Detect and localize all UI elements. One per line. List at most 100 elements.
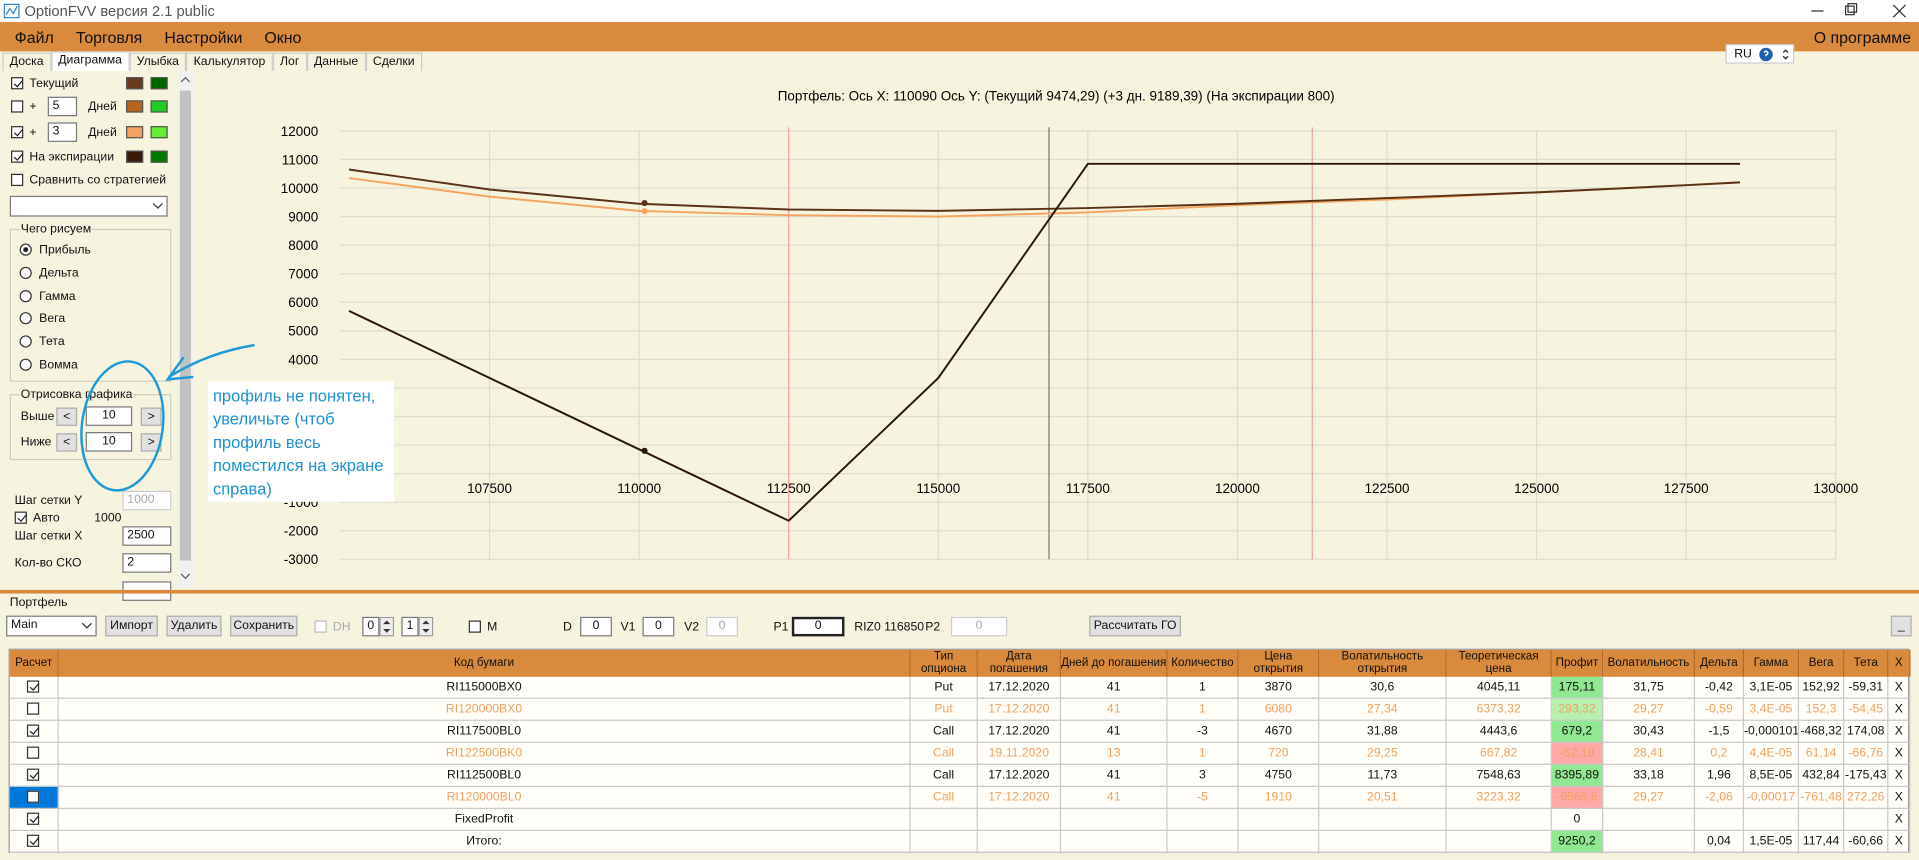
- row-checkbox[interactable]: [26, 812, 40, 825]
- spin-arrows[interactable]: [418, 616, 434, 637]
- radio[interactable]: [19, 358, 32, 371]
- window-controls[interactable]: [1799, 2, 1915, 19]
- row-checkbox[interactable]: [26, 724, 40, 737]
- tab[interactable]: Калькулятор: [186, 52, 273, 71]
- above-input[interactable]: 10: [85, 406, 133, 426]
- table-cell: 17.12.2020: [977, 698, 1062, 721]
- days-input[interactable]: 5: [47, 96, 78, 117]
- left-panel: Текущий + 5 Дней + 3 Дней На экспирации …: [0, 70, 178, 601]
- color-swatch[interactable]: [126, 100, 144, 113]
- checkbox[interactable]: [11, 150, 24, 163]
- checkbox[interactable]: [11, 77, 24, 90]
- delete-button[interactable]: Удалить: [166, 615, 222, 637]
- check-cell: [9, 698, 59, 721]
- tab[interactable]: Лог: [272, 52, 307, 71]
- delete-row[interactable]: X: [1888, 720, 1911, 743]
- tab[interactable]: Улыбка: [129, 52, 187, 71]
- table-cell: 4750: [1238, 764, 1320, 787]
- color-swatch[interactable]: [150, 100, 168, 113]
- color-swatch[interactable]: [150, 126, 168, 139]
- checkbox[interactable]: [11, 126, 24, 139]
- radio[interactable]: [19, 289, 32, 302]
- checkbox[interactable]: [11, 100, 24, 113]
- row-checkbox[interactable]: [26, 834, 40, 847]
- row-checkbox[interactable]: [26, 790, 40, 803]
- sko-input[interactable]: 2: [122, 553, 172, 573]
- menu-about[interactable]: О программе: [1813, 28, 1912, 47]
- spin-arrows[interactable]: [379, 616, 395, 637]
- color-swatch[interactable]: [126, 150, 144, 163]
- table-cell: 41: [1061, 786, 1168, 809]
- delete-row[interactable]: X: [1888, 764, 1911, 787]
- delete-row[interactable]: X: [1888, 676, 1911, 699]
- dh-checkbox[interactable]: [314, 620, 327, 633]
- color-swatch[interactable]: [126, 126, 144, 139]
- calc-button[interactable]: Рассчитать ГО: [1089, 615, 1182, 637]
- below-input[interactable]: 10: [85, 432, 133, 452]
- radio[interactable]: [19, 335, 32, 348]
- auto-value: 1000: [94, 511, 122, 526]
- radio[interactable]: [19, 243, 32, 256]
- column-header: Цена открытия: [1238, 649, 1320, 677]
- checkbox[interactable]: [11, 173, 24, 187]
- table-cell: Put: [910, 676, 978, 699]
- splitter[interactable]: [0, 589, 1919, 594]
- menu-item[interactable]: Торговля: [75, 28, 143, 47]
- combo-arrow: [81, 622, 92, 629]
- scroll-thumb[interactable]: [179, 90, 191, 561]
- minimize-button[interactable]: _: [1890, 615, 1912, 637]
- radio[interactable]: [19, 312, 32, 325]
- d-input[interactable]: 0: [580, 616, 612, 637]
- menu-item[interactable]: Окно: [264, 28, 302, 47]
- table-cell: 1,5E-05: [1743, 830, 1800, 854]
- table-cell: 17.12.2020: [977, 720, 1062, 743]
- v1-input[interactable]: 0: [642, 616, 675, 637]
- row-checkbox[interactable]: [26, 702, 40, 715]
- delete-row[interactable]: X: [1888, 786, 1911, 809]
- delete-row[interactable]: X: [1888, 742, 1911, 765]
- m-checkbox[interactable]: [468, 620, 481, 633]
- table-cell: 152,3: [1799, 698, 1845, 721]
- column-header: Вега: [1799, 649, 1845, 677]
- spin-input[interactable]: 1: [401, 616, 419, 637]
- table-cell: 8,5E-05: [1743, 764, 1800, 787]
- x-tick-label: 117500: [1066, 481, 1110, 496]
- label: P2: [925, 620, 941, 634]
- color-swatch[interactable]: [126, 77, 144, 90]
- menu-bar: [0, 22, 1919, 52]
- strategy-combo[interactable]: [9, 195, 168, 217]
- portfolio-select[interactable]: Main: [6, 615, 97, 637]
- color-swatch[interactable]: [150, 77, 168, 90]
- days-input[interactable]: 3: [47, 122, 78, 142]
- import-button[interactable]: Импорт: [105, 615, 158, 637]
- tab[interactable]: Сделки: [365, 52, 422, 71]
- increment-button[interactable]: >: [140, 433, 162, 452]
- row-checkbox[interactable]: [26, 768, 40, 781]
- delete-row[interactable]: X: [1888, 830, 1911, 854]
- y-tick-label: 10000: [281, 181, 318, 196]
- grid-x-input[interactable]: 2500: [122, 526, 172, 546]
- decrement-button[interactable]: <: [56, 433, 78, 452]
- tab[interactable]: Данные: [306, 52, 366, 71]
- spin-input[interactable]: 0: [362, 616, 380, 637]
- tab[interactable]: Доска: [2, 52, 51, 71]
- menu-item[interactable]: Настройки: [164, 28, 243, 47]
- row-checkbox[interactable]: [26, 680, 40, 693]
- row-checkbox[interactable]: [26, 746, 40, 759]
- delete-row[interactable]: X: [1888, 698, 1911, 721]
- tab[interactable]: Диаграмма: [50, 51, 130, 71]
- delete-row[interactable]: X: [1888, 808, 1911, 831]
- color-swatch[interactable]: [150, 150, 168, 163]
- p1-input[interactable]: 0: [791, 616, 845, 637]
- table-cell: 3,4E-05: [1743, 698, 1800, 721]
- radio[interactable]: [19, 266, 32, 279]
- scrollbar[interactable]: [177, 70, 194, 588]
- increment-button[interactable]: >: [140, 407, 162, 426]
- language-select[interactable]: RU: [1725, 44, 1795, 64]
- save-button[interactable]: Сохранить: [230, 615, 298, 637]
- menu-item[interactable]: Файл: [14, 28, 54, 47]
- table-cell: -1,5: [1695, 720, 1744, 743]
- checkbox[interactable]: [14, 511, 27, 524]
- decrement-button[interactable]: <: [56, 407, 78, 426]
- table-cell: 19.11.2020: [977, 742, 1062, 765]
